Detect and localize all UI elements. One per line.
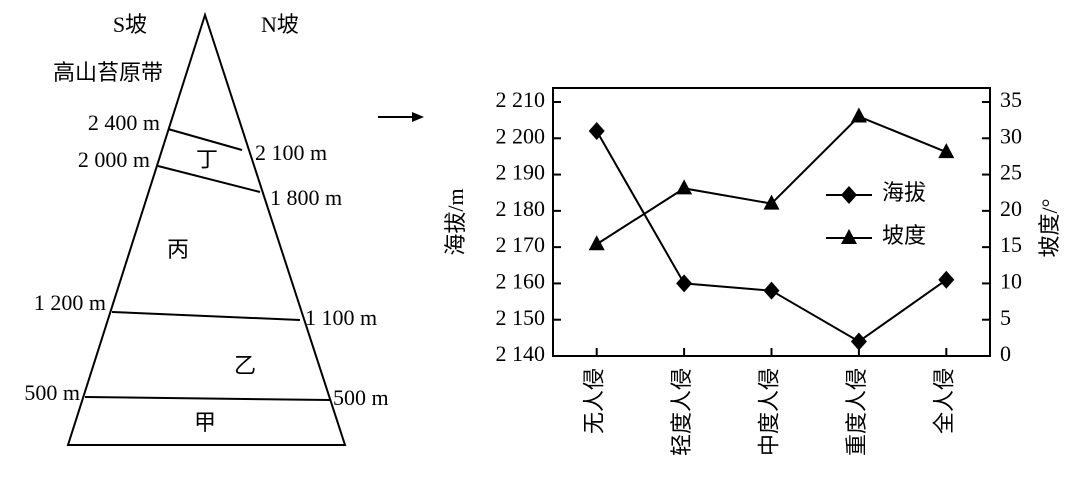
y-tick-label: 2 180 [496,196,546,221]
slope-label: N坡 [261,12,299,37]
top-label: 高山苔原带 [53,60,163,85]
zone-boundary [84,396,331,401]
data-point [850,107,867,123]
y-axis-label: 海拔/m [443,188,468,255]
y2-tick-label: 10 [1000,268,1022,293]
mountain-diagram: S坡 N坡 高山苔原带 2 400 m 2 000 m 1 200 m 500 … [24,11,424,446]
elevation-label: 2 400 m [88,110,160,135]
zone-label: 甲 [194,410,216,435]
zone-boundary [167,128,243,151]
mountain-outline [66,11,347,446]
y-tick-label: 2 210 [496,87,546,112]
data-point [763,281,780,300]
x-tick-label: 轻度人侵 [669,368,694,456]
y2-tick-label: 35 [1000,87,1022,112]
y-tick-label: 2 190 [496,160,546,185]
x-tick-label: 中度人侵 [757,368,782,456]
elevation-label: 1 800 m [270,185,342,210]
zone-label: 丙 [167,237,189,262]
data-point [588,122,605,141]
elevation-label: 1 100 m [305,305,377,330]
slope-label: S坡 [113,12,147,37]
elevation-label: 1 200 m [34,290,106,315]
y-tick-label: 2 150 [496,305,546,330]
y-tick-label: 2 160 [496,268,546,293]
y2-tick-label: 0 [1000,341,1011,366]
y2-tick-label: 15 [1000,232,1022,257]
zone-label: 乙 [234,353,256,378]
legend-label: 海拔 [882,180,926,205]
zone-boundary [157,165,261,193]
zone-label: 丁 [196,147,218,172]
data-point [850,332,867,351]
data-point [676,274,693,293]
data-point [938,270,955,289]
elevation-label: 500 m [24,380,80,405]
y-tick-label: 2 200 [496,123,546,148]
arrow-head [412,112,424,122]
x-tick-label: 无人侵 [582,368,607,434]
y-tick-label: 2 140 [496,341,546,366]
data-point [938,143,955,159]
y2-tick-label: 30 [1000,123,1022,148]
data-point [676,179,693,195]
legend-marker [841,186,857,204]
elevation-label: 2 100 m [255,140,327,165]
plot-frame [552,87,991,357]
elevation-label: 500 m [333,385,389,410]
data-point [588,235,605,251]
legend-marker [841,229,857,244]
y2-axis-label: 坡度/° [1037,199,1062,258]
x-tick-label: 全人侵 [931,368,956,434]
elevation-label: 2 000 m [78,147,150,172]
y2-tick-label: 5 [1000,305,1011,330]
y2-tick-label: 25 [1000,160,1022,185]
data-point [763,194,780,210]
y-tick-label: 2 170 [496,232,546,257]
y2-tick-label: 20 [1000,196,1022,221]
legend-label: 坡度 [882,223,926,248]
x-tick-label: 重度人侵 [844,368,869,456]
zone-boundary [111,311,301,321]
